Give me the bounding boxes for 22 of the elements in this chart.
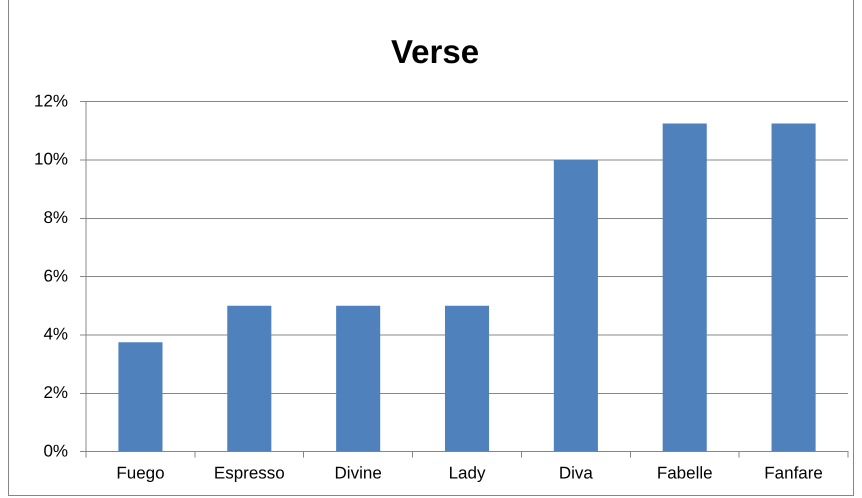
bar xyxy=(336,306,380,452)
y-tick-label: 0% xyxy=(43,441,68,460)
bar xyxy=(444,306,490,452)
y-tick-label: 4% xyxy=(43,324,68,344)
y-tick-label: 12% xyxy=(34,91,68,110)
bar xyxy=(772,123,816,452)
y-tick-label: 10% xyxy=(34,150,68,169)
x-tick-label: Fuego xyxy=(116,463,165,482)
y-tick-label: 2% xyxy=(43,382,68,402)
bar xyxy=(554,160,598,452)
x-tick-label: Fabelle xyxy=(656,463,713,482)
x-tick-label: Fanfare xyxy=(764,463,823,482)
y-tick-label: 8% xyxy=(43,208,68,227)
x-tick-label: Lady xyxy=(448,463,486,482)
bar xyxy=(662,123,707,452)
bar xyxy=(118,342,162,452)
y-tick-label: 6% xyxy=(43,266,68,286)
x-tick-label: Divine xyxy=(334,463,382,482)
x-tick-label: Espresso xyxy=(214,463,285,482)
bar xyxy=(227,306,272,452)
chart-title: Verse xyxy=(390,32,480,70)
x-tick-label: Diva xyxy=(558,463,594,482)
